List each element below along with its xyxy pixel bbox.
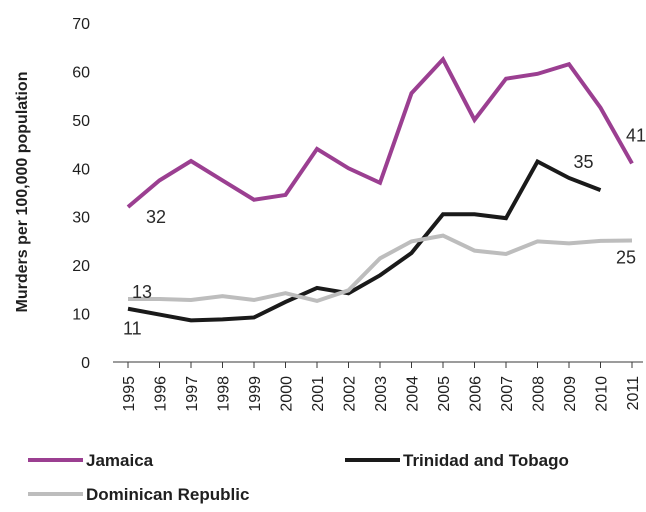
x-tick-label: 1998 <box>216 376 233 412</box>
y-tick-label: 50 <box>72 113 90 130</box>
x-tick-label: 1997 <box>184 376 201 412</box>
x-tick-label: 2000 <box>279 376 296 412</box>
x-tick-label: 2008 <box>531 376 548 412</box>
data-label: 13 <box>132 282 152 302</box>
y-tick-label: 10 <box>72 307 90 324</box>
data-labels: 32 41 35 11 13 25 <box>123 125 646 338</box>
x-tick-label: 1995 <box>121 376 138 412</box>
y-tick-label: 20 <box>72 258 90 275</box>
legend-label: Jamaica <box>86 451 154 470</box>
x-tick-label: 2010 <box>594 376 611 412</box>
x-tick-label: 2002 <box>342 376 359 412</box>
y-tick-label: 60 <box>72 64 90 81</box>
x-tick-label: 2007 <box>499 376 516 412</box>
series-line-jamaica <box>126 55 634 209</box>
data-label: 41 <box>626 125 646 145</box>
legend: Jamaica Trinidad and Tobago Dominican Repu… <box>28 451 569 504</box>
y-tick-label: 40 <box>72 161 90 178</box>
x-tick-label: 2004 <box>405 376 422 412</box>
x-axis-ticks: 1995 1996 1997 1998 1999 2000 2001 2002 2003 2004… <box>113 361 643 412</box>
series-lines <box>126 55 634 323</box>
data-label: 11 <box>123 319 142 339</box>
y-axis-title: Murders per 100,000 population <box>14 72 31 313</box>
data-label: 32 <box>146 207 166 227</box>
data-label: 35 <box>573 152 593 172</box>
x-tick-label: 2001 <box>310 376 327 412</box>
data-label: 25 <box>616 247 636 267</box>
x-tick-label: 2006 <box>468 376 485 412</box>
x-tick-label: 2005 <box>436 376 453 412</box>
y-tick-label: 30 <box>72 210 90 227</box>
y-axis-ticks: 0 10 20 30 40 50 60 70 <box>72 16 90 372</box>
series-line-trinidad-and-tobago <box>127 158 602 323</box>
y-tick-label: 70 <box>72 16 90 33</box>
x-tick-label: 1999 <box>247 376 264 412</box>
legend-label: Dominican Republic <box>86 485 249 504</box>
x-tick-label: 2009 <box>562 376 579 412</box>
y-tick-label: 0 <box>81 355 90 372</box>
x-tick-label: 2003 <box>373 376 390 412</box>
legend-label: Trinidad and Tobago <box>403 451 569 470</box>
x-tick-label: 2011 <box>625 376 642 411</box>
series-line-dominican-republic <box>128 233 633 304</box>
x-tick-label: 1996 <box>153 376 170 412</box>
